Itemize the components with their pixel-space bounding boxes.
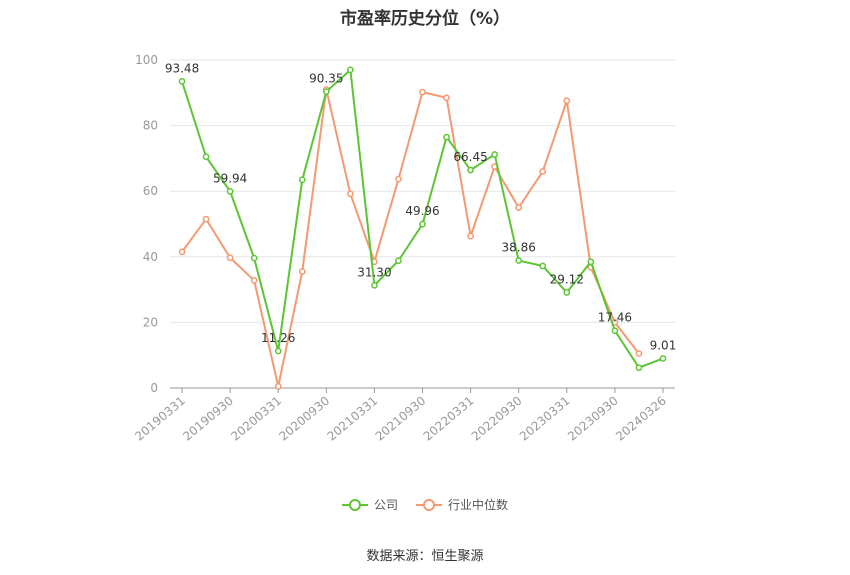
y-tick-label: 40 xyxy=(143,250,158,264)
data-label: 38.86 xyxy=(502,241,536,255)
series-line-1 xyxy=(181,88,640,388)
data-point-0 xyxy=(659,355,667,362)
data-point-1 xyxy=(298,268,306,275)
data-point-1 xyxy=(539,168,547,175)
data-point-0 xyxy=(395,257,402,265)
data-point-0 xyxy=(371,281,378,289)
data-point-0 xyxy=(202,153,210,161)
x-tick-label: 20220930 xyxy=(469,394,525,444)
data-point-0 xyxy=(563,289,571,296)
data-point-1 xyxy=(226,254,234,262)
x-tick-label: 20230930 xyxy=(565,394,621,444)
data-point-1 xyxy=(467,232,474,240)
data-point-0 xyxy=(322,88,330,96)
data-label: 66.45 xyxy=(453,150,487,164)
data-point-1 xyxy=(635,350,643,357)
y-tick-label: 0 xyxy=(150,381,158,395)
data-point-0 xyxy=(467,166,474,174)
data-point-1 xyxy=(347,190,354,198)
data-point-0 xyxy=(347,66,354,74)
legend-label-industry-median: 行业中位数 xyxy=(448,498,509,512)
legend-swatch-industry-median xyxy=(416,498,442,512)
data-point-0 xyxy=(298,176,306,184)
data-label: 90.35 xyxy=(309,72,343,86)
data-point-1 xyxy=(250,277,258,284)
data-point-1 xyxy=(515,204,523,211)
data-point-1 xyxy=(443,94,450,102)
x-tick-label: 20210930 xyxy=(373,394,429,444)
data-label: 17.46 xyxy=(598,311,632,325)
x-tick-label: 20220331 xyxy=(421,394,477,444)
x-tick-label: 20190930 xyxy=(180,394,236,444)
x-tick-label: 20200331 xyxy=(228,394,284,444)
data-label: 93.48 xyxy=(165,61,199,75)
data-point-0 xyxy=(491,151,498,158)
data-label: 59.94 xyxy=(213,171,247,185)
data-label: 31.30 xyxy=(357,265,391,279)
x-tick-label: 20210331 xyxy=(325,394,381,444)
y-tick-label: 100 xyxy=(135,53,158,67)
data-point-1 xyxy=(419,88,426,96)
data-point-0 xyxy=(178,78,186,85)
data-label: 29.12 xyxy=(550,272,584,286)
series-line-0 xyxy=(181,68,664,369)
y-tick-label: 80 xyxy=(143,119,158,133)
chart-title: 市盈率历史分位（%） xyxy=(339,9,511,29)
data-label: 11.26 xyxy=(261,331,295,345)
data-point-0 xyxy=(226,188,234,195)
data-point-0 xyxy=(587,258,595,266)
data-point-0 xyxy=(419,220,426,228)
data-label: 49.96 xyxy=(405,204,439,218)
data-point-1 xyxy=(178,248,186,256)
x-tick-label: 20230331 xyxy=(517,394,573,444)
legend-label-company: 公司 xyxy=(373,498,398,512)
data-point-0 xyxy=(635,364,643,372)
data-point-1 xyxy=(274,383,282,390)
legend-swatch-company xyxy=(341,498,368,512)
data-point-1 xyxy=(395,175,402,183)
data-point-1 xyxy=(202,215,210,223)
data-point-0 xyxy=(443,133,450,141)
x-tick-label: 20190331 xyxy=(132,394,188,444)
data-point-1 xyxy=(563,97,571,105)
data-point-0 xyxy=(274,347,282,355)
y-tick-label: 20 xyxy=(143,315,158,329)
legend-item-company[interactable]: 公司 xyxy=(341,496,398,513)
data-label: 9.01 xyxy=(650,338,677,352)
y-tick-label: 60 xyxy=(143,184,158,198)
data-point-0 xyxy=(250,254,258,262)
data-point-0 xyxy=(611,327,619,335)
chart-legend: 公司 行业中位数 xyxy=(0,496,850,513)
legend-item-industry-median[interactable]: 行业中位数 xyxy=(416,496,508,513)
source-note: 数据来源：恒生聚源 xyxy=(366,549,484,564)
data-point-0 xyxy=(515,257,523,264)
x-tick-label: 20200930 xyxy=(276,394,332,444)
x-tick-label: 20240326 xyxy=(613,394,669,444)
data-point-0 xyxy=(539,262,547,270)
